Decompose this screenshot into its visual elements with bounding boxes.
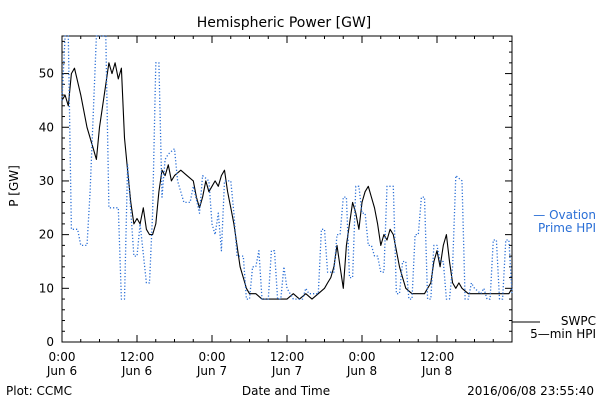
plot-timestamp: 2016/06/08 23:55:40 <box>467 384 594 398</box>
x-tick-label-time: 12:00 <box>270 350 305 364</box>
x-tick-label-time: 0:00 <box>199 350 226 364</box>
x-tick-label-time: 0:00 <box>349 350 376 364</box>
x-tick-label-date: Jun 8 <box>346 364 377 378</box>
x-tick-label-time: 0:00 <box>49 350 76 364</box>
y-tick-label: 20 <box>39 228 54 242</box>
plot-credit: Plot: CCMC <box>6 384 72 398</box>
y-axis-label: P [GW] <box>7 165 21 207</box>
series-label-ovation-prime-hpi: Prime HPI <box>538 221 596 235</box>
x-tick-label-date: Jun 7 <box>271 364 302 378</box>
chart-title: Hemispheric Power [GW] <box>197 15 372 31</box>
series-line-ovation-prime-hpi <box>61 35 513 300</box>
x-tick-label-time: 12:00 <box>120 350 155 364</box>
series-label-swpc-5-min-hpi: 5—min HPI <box>530 327 596 341</box>
series-label-swpc-5-min-hpi: SWPC <box>561 314 596 328</box>
y-tick-label: 10 <box>39 281 54 295</box>
x-tick-label-date: Jun 6 <box>121 364 152 378</box>
y-tick-label: 50 <box>39 67 54 81</box>
x-tick-label-date: Jun 8 <box>421 364 452 378</box>
y-tick-label: 30 <box>39 174 54 188</box>
series-layer <box>61 35 513 300</box>
x-axis-label: Date and Time <box>242 384 330 398</box>
series-line-swpc-5-min-hpi <box>61 62 513 300</box>
x-tick-label-time: 12:00 <box>420 350 455 364</box>
y-tick-label: 0 <box>46 335 54 349</box>
y-tick-label: 40 <box>39 120 54 134</box>
series-label-ovation-prime-hpi: — Ovation <box>533 208 596 222</box>
x-tick-label-date: Jun 7 <box>196 364 227 378</box>
x-tick-label-date: Jun 6 <box>46 364 77 378</box>
